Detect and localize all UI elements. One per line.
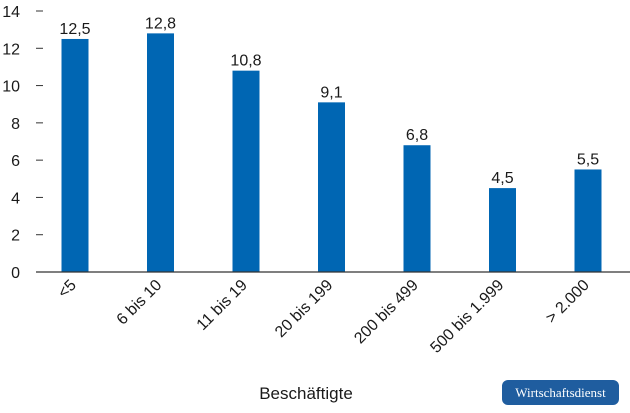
data-label: 12,8 <box>145 15 176 32</box>
x-tick-label: > 2.000 <box>543 277 593 327</box>
bar <box>403 145 431 272</box>
bar <box>574 169 602 272</box>
bar <box>489 188 516 272</box>
x-tick-label: 500 bis 1.999 <box>427 277 507 357</box>
x-axis: <5 6 bis 10 11 bis 19 20 bis 199 200 bis 499… <box>36 271 630 357</box>
bar <box>232 70 260 273</box>
x-tick-label: 20 bis 199 <box>272 277 336 341</box>
data-label: 5,5 <box>577 151 599 168</box>
data-label: 9,1 <box>320 84 342 101</box>
bars: 12,5 12,8 10,8 9,1 6,8 4,5 5,5 <box>59 15 602 273</box>
x-tick-label: 11 bis 19 <box>194 277 251 334</box>
y-tick-label: 0 <box>11 265 20 282</box>
y-tick-label: 6 <box>11 153 20 170</box>
source-badge: Wirtschaftsdienst <box>502 380 619 405</box>
y-tick-label: 10 <box>2 79 20 96</box>
y-tick-label: 8 <box>11 116 20 133</box>
x-tick-label: <5 <box>55 277 80 302</box>
data-label: 4,5 <box>491 170 513 187</box>
y-tick-label: 2 <box>11 228 20 245</box>
data-label: 10,8 <box>230 53 261 70</box>
x-tick-label: 200 bis 499 <box>351 277 422 348</box>
y-tick-label: 14 <box>2 4 20 21</box>
y-tick-label: 12 <box>2 41 20 58</box>
bar <box>147 33 174 272</box>
bar <box>61 38 89 272</box>
data-label: 12,5 <box>59 21 90 38</box>
y-tick-label: 4 <box>11 190 20 207</box>
x-axis-title: Beschäftigte <box>259 384 353 403</box>
bar <box>318 102 345 272</box>
data-label: 6,8 <box>406 127 428 144</box>
x-tick-label: 6 bis 10 <box>114 277 166 329</box>
y-axis: 0 2 4 6 8 10 12 14 <box>2 4 43 282</box>
